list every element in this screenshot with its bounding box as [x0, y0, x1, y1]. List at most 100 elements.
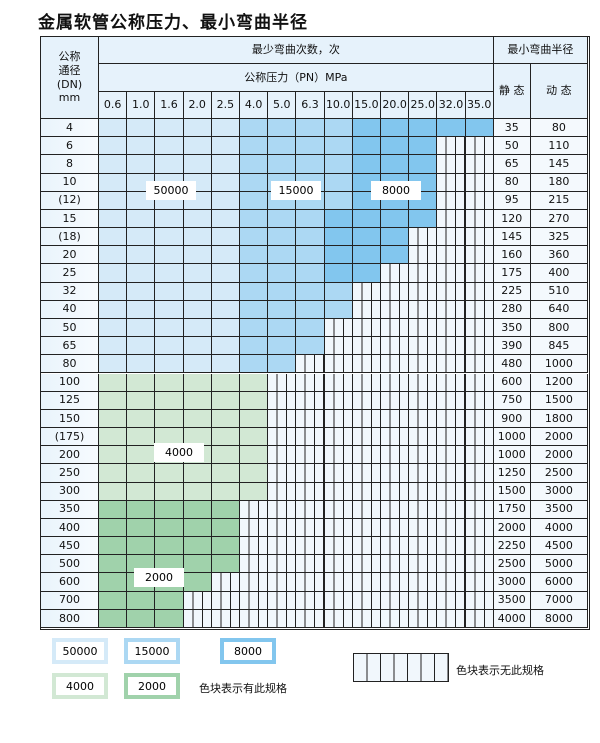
no-spec-cell: [437, 518, 466, 538]
region-label-8000: 8000: [371, 181, 421, 200]
no-spec-cell: [296, 464, 325, 483]
spec-cell: [268, 119, 297, 138]
no-spec-cell: [437, 282, 466, 301]
legend-swatch-4000: 4000: [52, 673, 108, 699]
no-spec-cell: [465, 609, 494, 628]
spec-cell: [183, 464, 212, 483]
no-spec-cell: [352, 318, 381, 338]
no-spec-cell: [465, 482, 494, 501]
spec-cell: [240, 137, 269, 156]
no-spec-cell: [352, 591, 381, 610]
spec-cell: [99, 173, 128, 192]
no-spec-cell: [268, 573, 297, 592]
spec-cell: [240, 246, 269, 265]
spec-cell: [99, 300, 128, 319]
spec-cell: [155, 482, 184, 501]
spec-cell: [99, 264, 128, 283]
spec-cell: [296, 318, 325, 338]
no-spec-cell: [381, 555, 410, 574]
no-spec-cell: [211, 573, 240, 592]
spec-cell: [127, 246, 156, 265]
no-spec-cell: [268, 518, 297, 538]
no-spec-cell: [437, 191, 466, 210]
dn-cell: 4: [41, 119, 99, 138]
dn-cell: 450: [41, 537, 99, 556]
dynamic-radius-cell: 5000: [530, 555, 588, 574]
dynamic-radius-cell: 2500: [530, 464, 588, 483]
spec-cell: [99, 573, 128, 592]
spec-cell: [268, 246, 297, 265]
no-spec-cell: [381, 518, 410, 538]
spec-cell: [183, 282, 212, 301]
spec-cell: [99, 428, 128, 447]
spec-cell: [324, 300, 353, 319]
no-spec-cell: [465, 500, 494, 519]
spec-cell: [211, 155, 240, 174]
no-spec-cell: [465, 246, 494, 265]
spec-cell: [211, 137, 240, 156]
no-spec-cell: [352, 282, 381, 301]
spec-cell: [155, 137, 184, 156]
spec-cell: [127, 391, 156, 410]
spec-cell: [183, 318, 212, 338]
spec-cell: [352, 246, 381, 265]
no-spec-cell: [409, 428, 438, 447]
dn-cell: 20: [41, 246, 99, 265]
no-spec-cell: [437, 573, 466, 592]
spec-cell: [211, 537, 240, 556]
spec-cell: [127, 373, 156, 392]
no-spec-cell: [409, 300, 438, 319]
spec-cell: [99, 337, 128, 356]
spec-cell: [99, 282, 128, 301]
no-spec-cell: [437, 500, 466, 519]
static-radius-cell: 1250: [493, 464, 531, 483]
spec-cell: [99, 191, 128, 210]
no-spec-cell: [409, 355, 438, 374]
no-spec-cell: [465, 191, 494, 210]
spec-cell: [381, 246, 410, 265]
spec-cell: [437, 119, 466, 138]
no-spec-cell: [465, 464, 494, 483]
spec-cell: [183, 137, 212, 156]
no-spec-cell: [465, 318, 494, 338]
spec-cell: [324, 282, 353, 301]
static-radius-cell: 350: [493, 318, 531, 338]
no-spec-cell: [437, 209, 466, 229]
spec-cell: [211, 173, 240, 192]
spec-cell: [352, 209, 381, 229]
dn-header: 公称 通径 (DN) mm: [41, 37, 99, 119]
no-spec-cell: [296, 573, 325, 592]
spec-cell: [268, 228, 297, 247]
spec-cell: [240, 264, 269, 283]
spec-cell: [268, 355, 297, 374]
no-spec-cell: [352, 409, 381, 429]
no-spec-cell: [240, 591, 269, 610]
no-spec-cell: [352, 537, 381, 556]
spec-cell: [268, 300, 297, 319]
static-radius-cell: 480: [493, 355, 531, 374]
spec-cell: [211, 500, 240, 519]
spec-cell: [155, 373, 184, 392]
spec-cell: [155, 409, 184, 429]
dynamic-radius-cell: 2000: [530, 428, 588, 447]
spec-cell: [296, 282, 325, 301]
spec-cell: [381, 137, 410, 156]
no-spec-cell: [465, 391, 494, 410]
spec-cell: [240, 300, 269, 319]
spec-cell: [183, 337, 212, 356]
spec-cell: [183, 246, 212, 265]
spec-cell: [155, 500, 184, 519]
dynamic-radius-cell: 8000: [530, 609, 588, 628]
spec-cell: [211, 282, 240, 301]
no-spec-cell: [324, 555, 353, 574]
no-spec-cell: [465, 409, 494, 429]
spec-cell: [240, 355, 269, 374]
no-spec-cell: [352, 500, 381, 519]
spec-cell: [240, 409, 269, 429]
no-spec-cell: [324, 591, 353, 610]
no-spec-cell: [296, 446, 325, 465]
no-spec-cell: [465, 591, 494, 610]
no-spec-cell: [437, 337, 466, 356]
spec-cell: [240, 428, 269, 447]
pressure-col-header: 5.0: [268, 92, 297, 119]
